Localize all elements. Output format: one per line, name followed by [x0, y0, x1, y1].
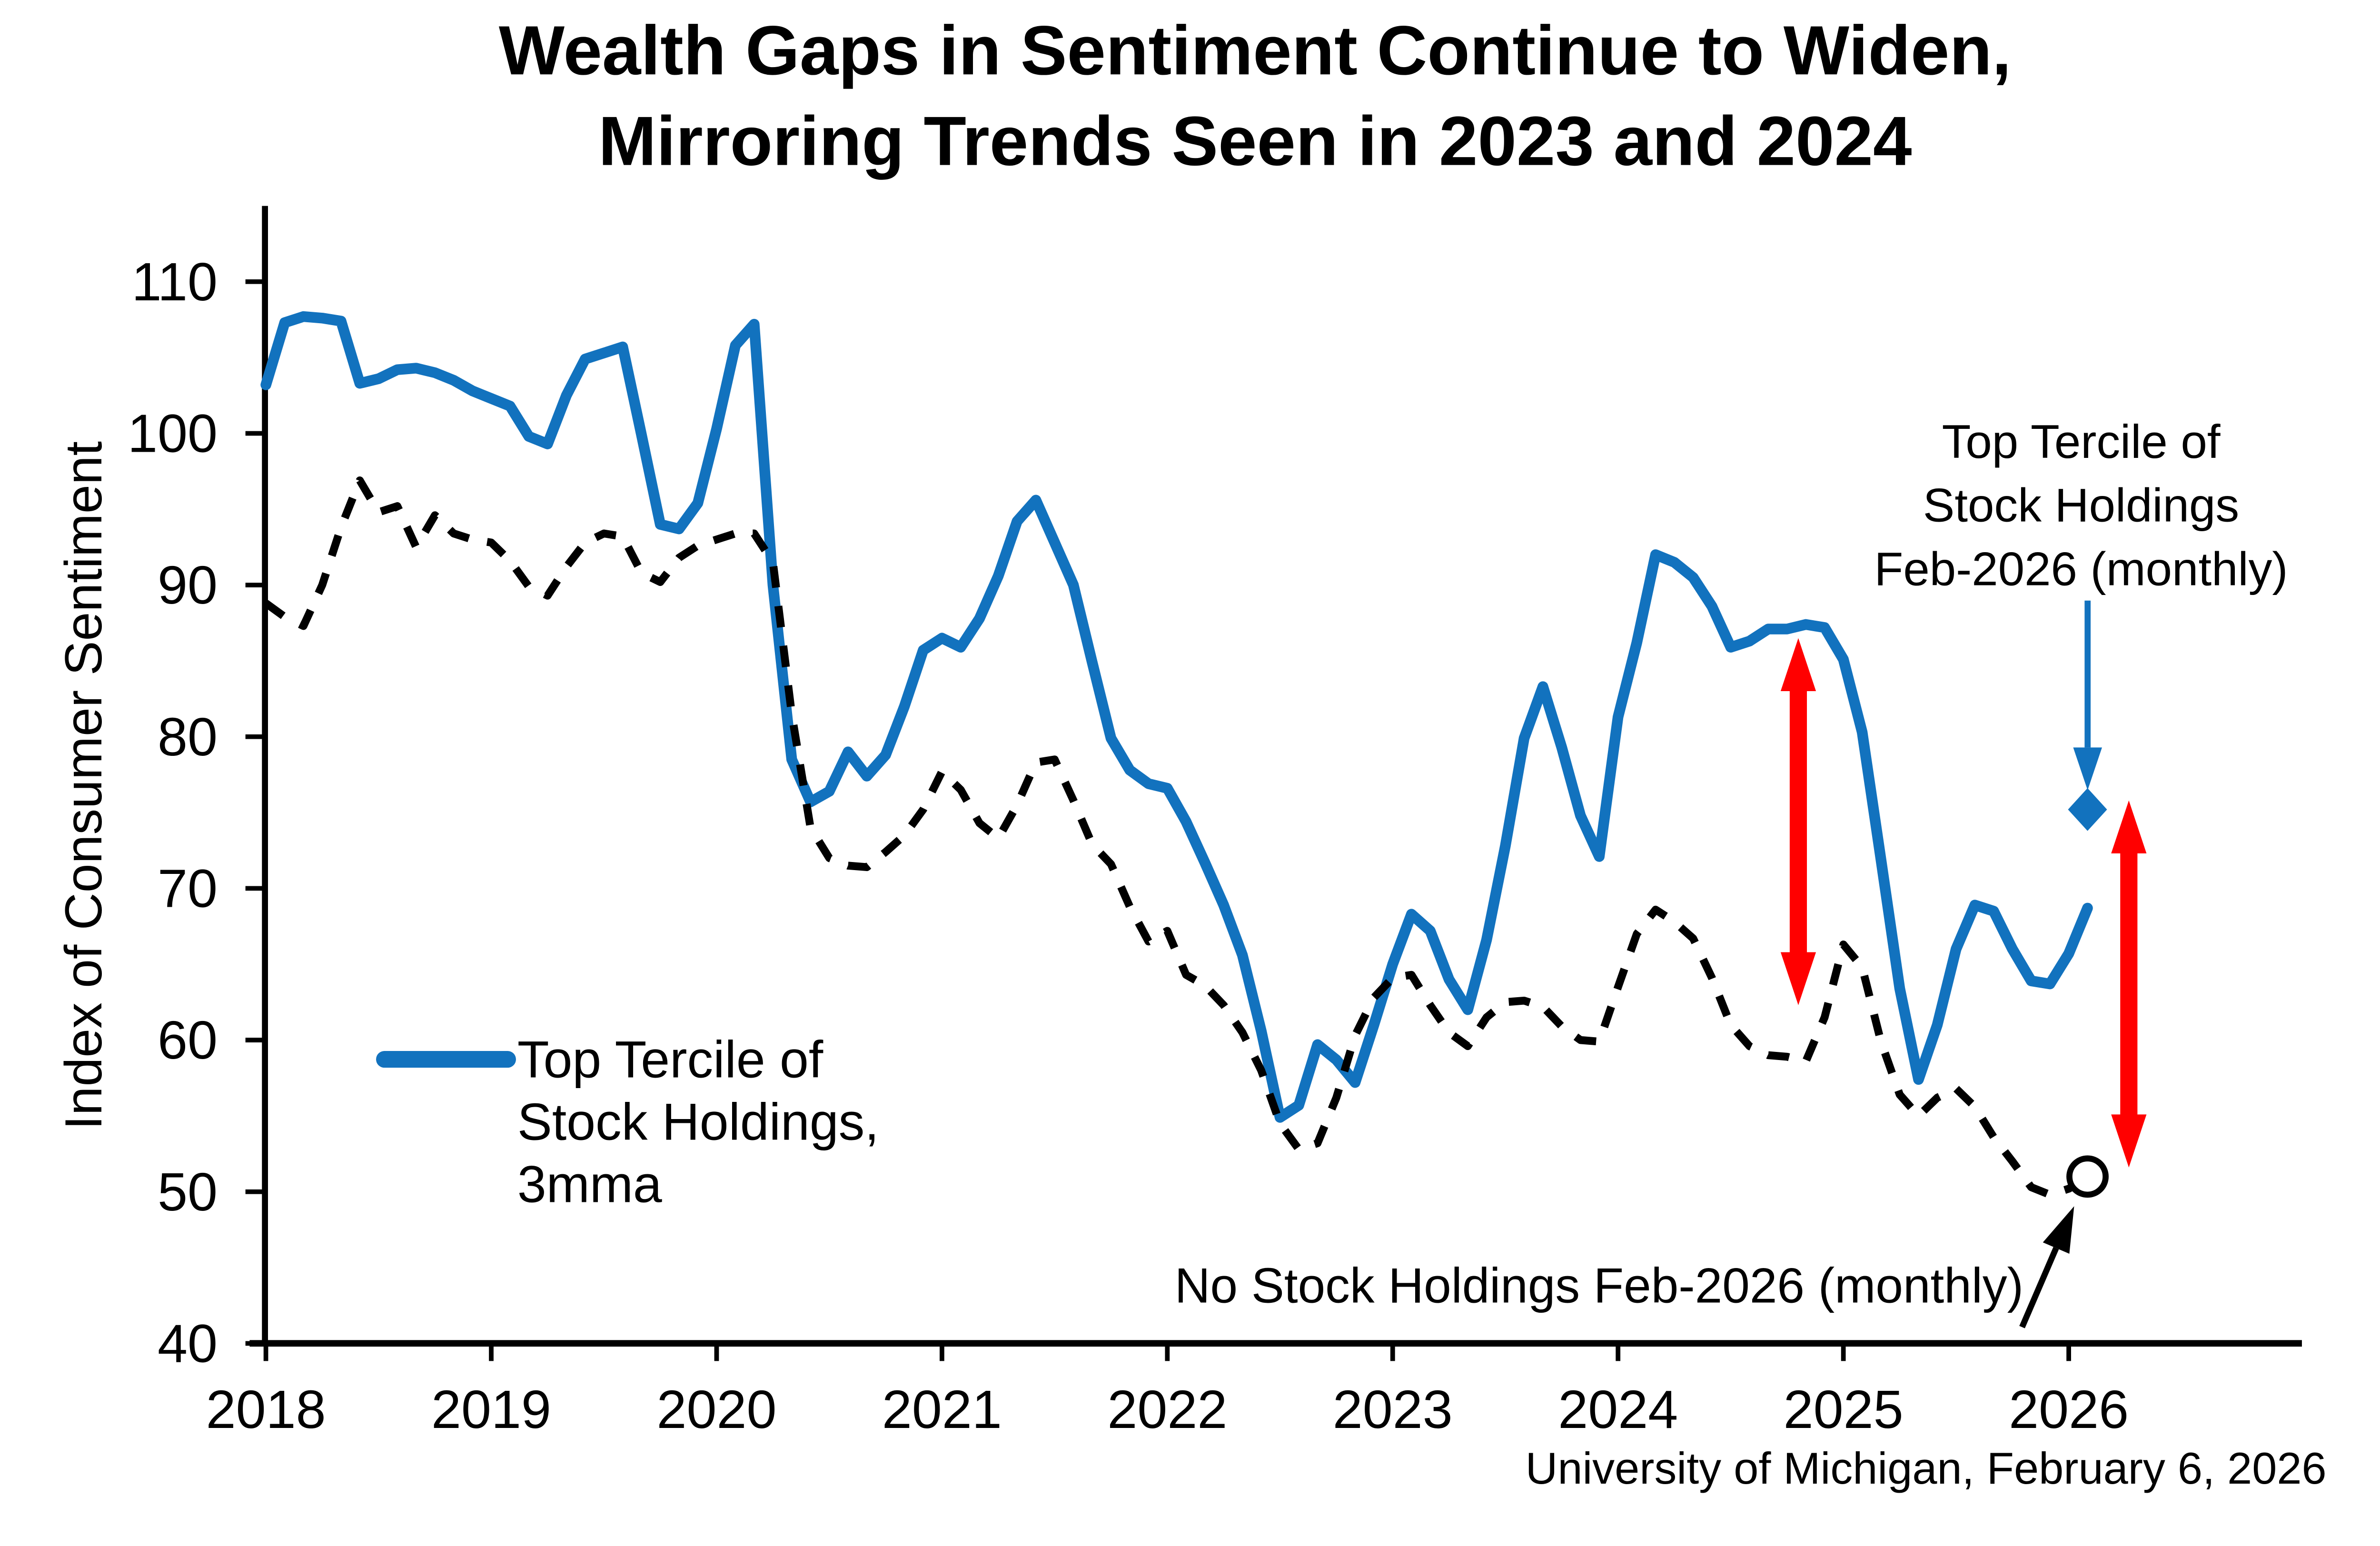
y-axis-title: Index of Consumer Sentiment: [55, 441, 113, 1130]
x-tick-label: 2023: [1333, 1379, 1453, 1440]
y-tick-label: 70: [158, 858, 218, 919]
y-tick-label: 60: [158, 1010, 218, 1070]
y-tick-label: 40: [158, 1313, 218, 1374]
gap-arrow-1-down-head: [1780, 952, 1816, 1005]
annotation-no-stock-monthly: No Stock Holdings Feb-2026 (monthly): [1175, 1258, 2023, 1313]
annotation-arrows: [1780, 600, 2147, 1328]
source-note: University of Michigan, February 6, 2026: [1526, 1443, 2327, 1493]
legend: Top Tercile of Stock Holdings, 3mma: [376, 1031, 879, 1213]
x-axis-ticks: 2018 2019 2020 2021 2022 2023 2024 2025 2026: [206, 1343, 2129, 1440]
gap-arrow-2-down-head: [2111, 1114, 2147, 1168]
data-series: [260, 311, 2093, 1199]
annotation-top-line3: Feb-2026 (monthly): [1874, 543, 2288, 595]
gap-arrow-2-up-head: [2111, 800, 2147, 853]
y-tick-label: 80: [158, 707, 218, 767]
x-tick-label: 2024: [1558, 1379, 1678, 1440]
y-axis-ticks: 110 100 90 80 70 60 50 40: [128, 252, 265, 1374]
annotation-top-tercile-monthly: Top Tercile of Stock Holdings Feb-2026 (…: [1874, 416, 2288, 596]
x-tick-label: 2019: [431, 1379, 551, 1440]
legend-label-line3: 3mma: [517, 1155, 662, 1213]
y-tick-label: 50: [158, 1162, 218, 1222]
x-tick-label: 2020: [656, 1379, 776, 1440]
sentiment-line-chart: Wealth Gaps in Sentiment Continue to Wid…: [54, 11, 2327, 1494]
x-tick-label: 2022: [1107, 1379, 1227, 1440]
feb-2026-top-tercile-diamond-marker: [2068, 788, 2107, 831]
y-tick-label: 110: [131, 252, 218, 312]
series-top-tercile-3mma: [260, 311, 2093, 1123]
gap-arrow-1-up-head: [1780, 638, 1816, 691]
x-tick-label: 2025: [1784, 1379, 1904, 1440]
legend-label-line1: Top Tercile of: [517, 1031, 823, 1089]
x-tick-label: 2021: [882, 1379, 1002, 1440]
circle-pointer-arrow-shaft: [2019, 1247, 2059, 1328]
legend-label-line2: Stock Holdings,: [517, 1093, 879, 1151]
annotation-top-line1: Top Tercile of: [1942, 416, 2221, 468]
annotation-top-line2: Stock Holdings: [1923, 479, 2239, 532]
chart-title-line1: Wealth Gaps in Sentiment Continue to Wid…: [499, 11, 2012, 89]
x-tick-label: 2026: [2009, 1379, 2129, 1440]
feb-2026-no-stock-circle-marker: [2066, 1155, 2109, 1198]
monthly-markers: [2066, 788, 2109, 1198]
diamond-pointer-arrow-head: [2073, 747, 2102, 791]
circle-pointer-arrow-head: [2043, 1206, 2074, 1254]
series-no-stock-3mma: [263, 476, 2090, 1199]
x-tick-label: 2018: [206, 1379, 326, 1440]
chart-page: Wealth Gaps in Sentiment Continue to Wid…: [54, 11, 2327, 1494]
y-tick-label: 90: [158, 555, 218, 615]
y-tick-label: 100: [128, 404, 218, 464]
chart-title-line2: Mirroring Trends Seen in 2023 and 2024: [598, 102, 1912, 180]
